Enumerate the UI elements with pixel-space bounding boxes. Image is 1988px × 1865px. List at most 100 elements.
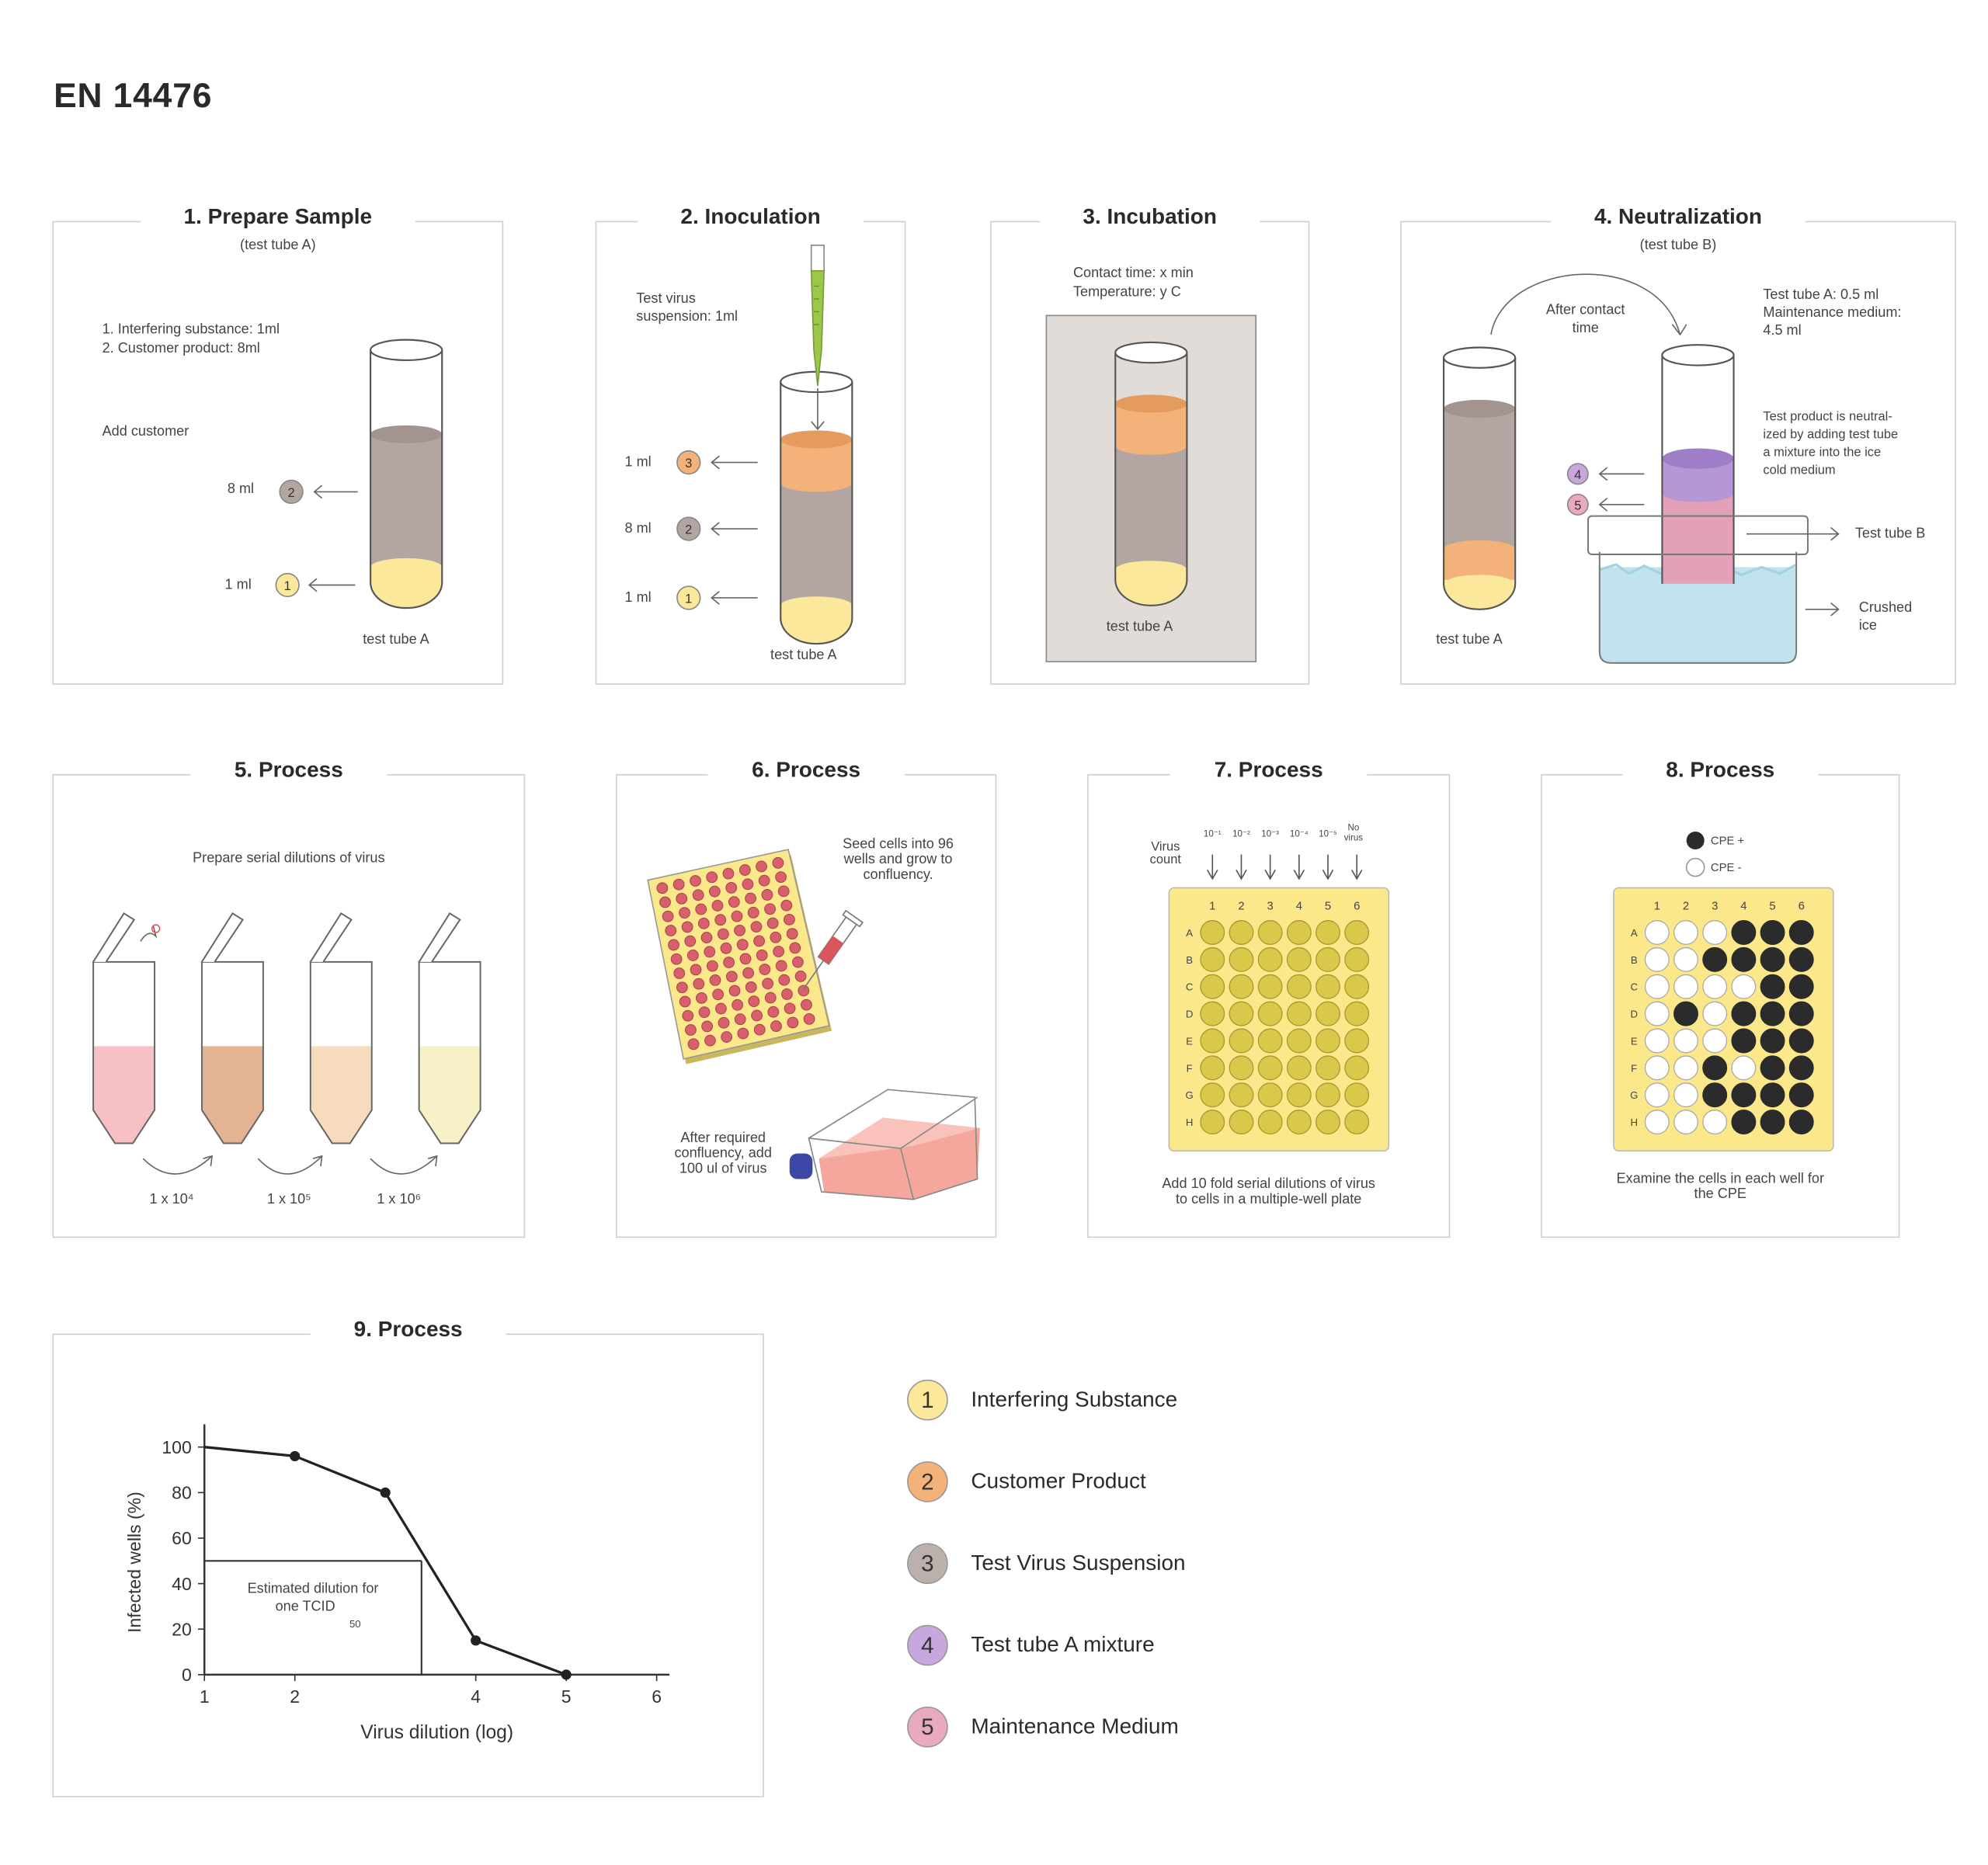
cpe-negative-well [1644,1001,1670,1026]
plate-well [781,988,793,1000]
cpe-negative-well [1731,974,1757,999]
plate-well [723,957,735,968]
plate-well [692,889,704,901]
plate-well [722,867,735,880]
page-title: EN 14476 [54,76,213,116]
dilution-header: 10⁻³ [1261,830,1279,839]
panel-subtitle: (test tube B) [1639,238,1717,253]
cpe-positive-well [1673,1001,1698,1026]
row-label: B [1186,954,1193,966]
panel-subtitle: (test tube A) [240,238,316,253]
plate-well [737,1027,749,1040]
plate-well [1200,920,1225,945]
y-tick-label: 80 [172,1483,192,1503]
column-label: 1 [1654,900,1660,912]
legend-item: 2 Customer Product [907,1459,1146,1505]
plate-well [1286,1110,1312,1135]
cpe-positive-well [1731,1110,1757,1135]
svg-text:CPE -: CPE - [1711,862,1742,874]
tube-label: test tube A [770,648,837,663]
cpe-positive-well [1788,1001,1814,1026]
tcid50-chart: Infected wells (%) Virus dilution (log) … [124,1424,670,1743]
plate-well [1315,1001,1340,1026]
y-tick-label: 0 [182,1665,192,1685]
plate-well [690,964,702,976]
legend-label: Test tube A mixture [971,1632,1155,1657]
plate-well [784,1002,796,1015]
plate-well [714,1002,727,1015]
plate-well [731,910,743,922]
plate-well [681,921,693,933]
cpe-positive-well [1788,1028,1814,1054]
plate-well [742,967,754,979]
plate-caption: Add 10 fold serial dilutions of virus to … [1162,1176,1376,1207]
virus-caption: After required confluency, add 100 ul of v… [674,1130,772,1177]
plate-well [698,1006,711,1019]
plate-well [750,921,763,932]
plate-well [777,885,790,898]
column-label: 4 [1296,900,1302,912]
plate-well [756,949,768,961]
plate-well [1257,1055,1283,1081]
plate-well [659,896,671,908]
legend-item: 1 Interfering Substance [907,1377,1177,1423]
well-plate-96 [656,856,815,1051]
cpe-positive-well [1702,946,1728,972]
plate-well [764,992,777,1004]
cpe-positive-well [1788,920,1814,945]
volume-label: 1 ml [624,454,652,471]
cpe-positive-well [1760,946,1785,972]
row-label: E [1631,1035,1638,1047]
panel-neutralization: 4. Neutralization (test tube B) After co… [1400,204,1956,685]
plate-well [1286,946,1312,972]
dilution-header: 10⁻¹ [1204,830,1222,839]
cpe-positive-well [1702,1055,1728,1081]
tube-label: test tube A [363,632,429,648]
row-label: C [1630,981,1638,993]
legend-label: Test Virus Suspension [971,1551,1186,1575]
cpe-caption: Examine the cells in each well for the CP… [1616,1171,1825,1203]
plate-well [759,964,771,975]
plate-well [684,935,697,947]
svg-text:1: 1 [284,579,291,593]
plate-well [712,988,725,1001]
plate-well [682,1009,694,1022]
plate-well [684,1024,697,1036]
cpe-negative-well [1702,920,1728,945]
plate-well [772,856,784,869]
plate-well [706,871,718,884]
neutralization-note: Test product is neutral-ized by adding t… [1763,410,1899,478]
ice-label: Crushed [1858,600,1913,616]
row-label: C [1186,981,1194,993]
plate-well [789,942,801,954]
cpe-negative-well [1673,1082,1698,1108]
contact-time: Contact time: x min [1072,266,1194,281]
plate-well [778,974,791,986]
incubator-illustration [1045,314,1257,663]
row-label: A [1631,927,1638,939]
plate-well [1344,974,1370,999]
plate-well [1344,1055,1370,1081]
legend-item: 5 Maintenance Medium [907,1704,1179,1750]
svg-text:2: 2 [288,486,295,500]
plate-well [1286,1082,1312,1108]
plate-well [695,992,707,1004]
cpe-negative-icon [1685,857,1705,877]
plate-well [704,1034,716,1047]
plate-well [745,981,757,993]
annotation: one TCID [276,1598,335,1613]
plate-well [1344,1110,1370,1135]
dilution-tube [92,912,161,1144]
plate-well [739,864,751,876]
plate-well [1344,1082,1370,1108]
plate-well [770,1020,782,1032]
cpe-negative-well [1644,1028,1670,1054]
row-label: G [1186,1089,1194,1101]
arrow-icon [1322,869,1334,880]
plate-well [695,903,707,915]
plate-well [673,878,685,891]
panel-title: 3. Incubation [992,204,1309,230]
legend-item: 3 Test Virus Suspension [907,1540,1186,1586]
plate-well [775,871,787,883]
annotation-subscript: 50 [349,1618,361,1630]
